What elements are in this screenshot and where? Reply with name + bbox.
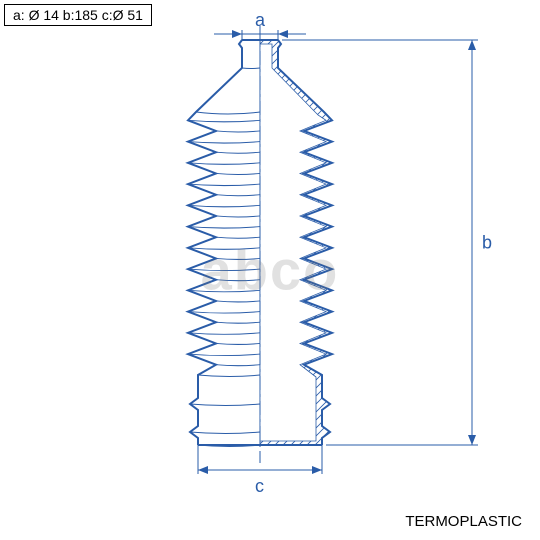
- dim-c-label: c: [255, 476, 264, 496]
- dim-a-label: a: [255, 10, 266, 30]
- spec-box: a: Ø 14 b:185 c:Ø 51: [4, 4, 152, 26]
- material-label: TERMOPLASTIC: [405, 513, 522, 530]
- boot-drawing: a c b: [0, 0, 540, 540]
- dim-b-label: b: [482, 233, 492, 253]
- spec-text: a: Ø 14 b:185 c:Ø 51: [13, 7, 143, 23]
